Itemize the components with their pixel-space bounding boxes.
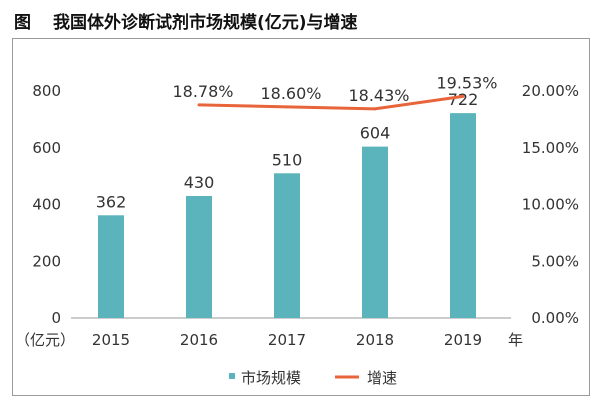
bar-value-label: 604 [360, 124, 391, 143]
bar-value-label: 510 [272, 150, 303, 169]
bar-2018 [362, 146, 388, 318]
right-axis-tick-label: 15.00% [522, 139, 579, 157]
bar-value-label: 722 [448, 90, 479, 109]
right-axis-tick-label: 10.00% [522, 196, 579, 214]
growth-rate-label: 19.53% [436, 73, 497, 92]
bar-2017 [274, 173, 300, 318]
figure-title: 图 我国体外诊断试剂市场规模(亿元)与增速 [14, 8, 358, 33]
figure-title-text: 我国体外诊断试剂市场规模(亿元)与增速 [53, 13, 358, 33]
right-axis-tick-label: 20.00% [522, 82, 579, 100]
x-axis-unit-label: 年 [508, 331, 523, 349]
bar-value-label: 430 [184, 173, 215, 192]
figure-label: 图 [14, 13, 31, 33]
growth-rate-label: 18.43% [348, 86, 409, 105]
x-axis-tick-label: 2016 [180, 331, 218, 349]
left-axis-unit-label: （亿元） [15, 331, 75, 349]
legend-label-line: 增速 [367, 369, 397, 387]
bar-value-label: 362 [96, 192, 127, 211]
left-axis-tick-label: 400 [32, 196, 61, 214]
growth-rate-point [285, 105, 289, 109]
bar-2016 [186, 195, 212, 318]
legend-swatch-bar [229, 373, 235, 379]
legend-label-bar: 市场规模 [241, 369, 301, 387]
growth-rate-point [373, 107, 377, 111]
growth-rate-label: 18.78% [172, 82, 233, 101]
right-axis-tick-label: 5.00% [531, 252, 579, 270]
left-axis-tick-label: 600 [32, 139, 61, 157]
left-axis-tick-label: 800 [32, 82, 61, 100]
chart: 0 200 400 600 800 0.00% 5.00% 10.00% 15.00% 20.00… [15, 73, 579, 387]
right-axis-tick-label: 0.00% [531, 309, 579, 327]
x-axis-tick-label: 2019 [444, 331, 482, 349]
bar-2015 [98, 215, 124, 318]
left-axis-tick-label: 200 [32, 252, 61, 270]
growth-rate-point [197, 103, 201, 107]
left-axis-tick-label: 0 [51, 309, 61, 327]
x-axis-tick-label: 2017 [268, 331, 306, 349]
growth-rate-label: 18.60% [260, 84, 321, 103]
x-axis-tick-label: 2015 [92, 331, 130, 349]
growth-rate-line [198, 94, 464, 111]
growth-rate-point [461, 94, 465, 98]
bar-2019 [450, 113, 476, 318]
chart-frame: 0 200 400 600 800 0.00% 5.00% 10.00% 15.00% 20.00… [12, 38, 590, 396]
x-axis-tick-label: 2018 [356, 331, 394, 349]
